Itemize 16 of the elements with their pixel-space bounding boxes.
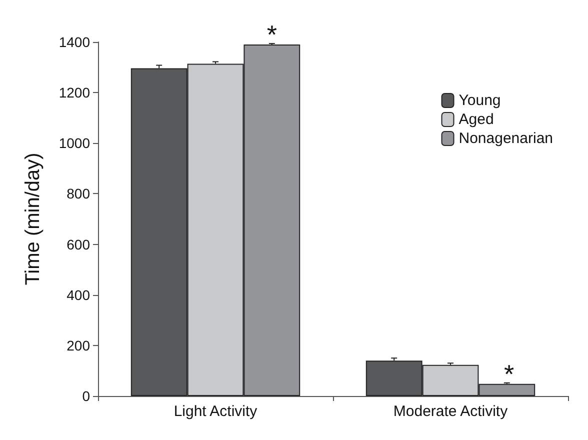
annotation: * [266, 20, 277, 50]
legend-label: Young [458, 92, 501, 109]
y-tick-label: 800 [66, 186, 90, 202]
y-tick-label: 0 [82, 388, 90, 404]
annotation: * [504, 358, 514, 389]
y-tick-label: 400 [66, 286, 90, 303]
legend-label: Aged [458, 111, 494, 128]
y-axis-title: Time (min/day) [22, 152, 44, 286]
y-tick-label: 1200 [58, 84, 90, 101]
x-tick-label: Moderate Activity [393, 403, 508, 420]
x-tick-label: Light Activity [174, 403, 258, 420]
legend-label: Nonagenarian [458, 130, 554, 147]
y-tick-label: 200 [66, 337, 90, 354]
y-tick-label: 1000 [58, 135, 90, 152]
y-tick-label: 600 [66, 236, 90, 252]
y-tick-label: 1400 [58, 34, 90, 50]
